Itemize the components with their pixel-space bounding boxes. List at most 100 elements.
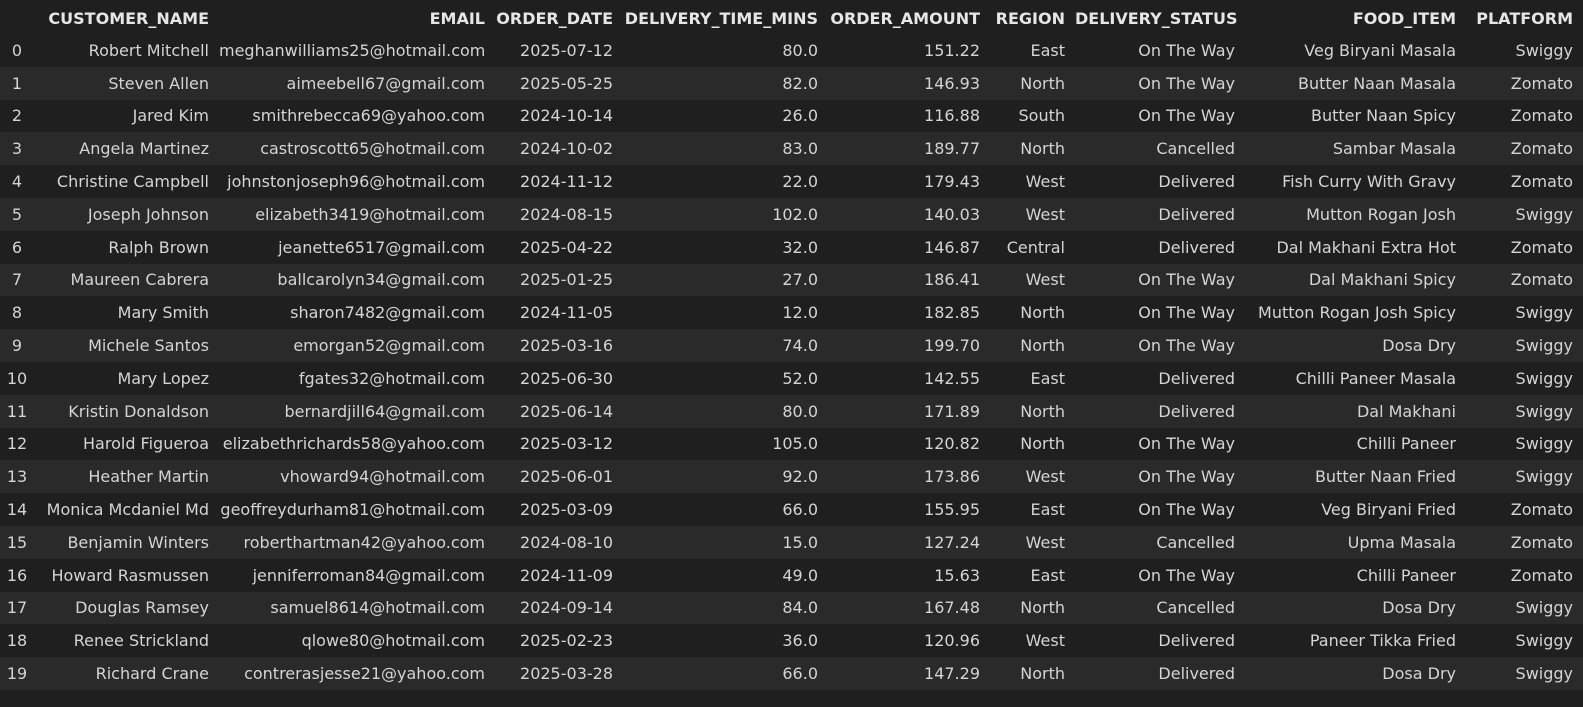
table-row[interactable]: 0 Robert Mitchell meghanwilliams25@hotmail… xyxy=(0,34,1583,67)
table-row[interactable]: 2 Jared Kim smithrebecca69@yahoo.com 2024-1… xyxy=(0,99,1583,133)
table-row[interactable]: 11 Kristin Donaldson bernardjill64@gmail.c… xyxy=(0,394,1583,428)
region-cell: North xyxy=(990,427,1075,461)
table-row[interactable]: 13 Heather Martin vhoward94@hotmail.com 202… xyxy=(0,460,1583,494)
platform-cell: Swiggy xyxy=(1466,361,1583,395)
delivery-time-cell: 92.0 xyxy=(623,460,828,494)
delivery-status-cell: On The Way xyxy=(1075,460,1245,494)
table-row[interactable]: 12 Harold Figueroa elizabethrichards58@yah… xyxy=(0,427,1583,461)
email-cell: fgates32@hotmail.com xyxy=(219,361,495,395)
column-header-order-date[interactable]: ORDER_DATE xyxy=(495,0,623,34)
table-row[interactable]: 1 Steven Allen aimeebell67@gmail.com 2025-0… xyxy=(0,66,1583,100)
row-index: 3 xyxy=(0,132,34,166)
email-cell: geoffreydurham81@hotmail.com xyxy=(219,493,495,526)
table-row[interactable]: 3 Angela Martinez castroscott65@hotmail.co… xyxy=(0,132,1583,166)
table-row[interactable]: 4 Christine Campbell johnstonjoseph96@hotm… xyxy=(0,165,1583,198)
order-amount-cell: 147.29 xyxy=(828,657,990,690)
table-row[interactable]: 14 Monica Mcdaniel Md geoffreydurham81@hot… xyxy=(0,493,1583,526)
table-row[interactable]: 18 Renee Strickland qlowe80@hotmail.com 202… xyxy=(0,624,1583,658)
order-amount-cell: 189.77 xyxy=(828,132,990,166)
email-cell: johnstonjoseph96@hotmail.com xyxy=(219,165,495,198)
column-header-order-amount[interactable]: ORDER_AMOUNT xyxy=(828,0,990,34)
order-amount-cell: 140.03 xyxy=(828,197,990,231)
table-row[interactable]: 8 Mary Smith sharon7482@gmail.com 2024-11-0… xyxy=(0,296,1583,330)
customer-name-cell: Joseph Johnson xyxy=(34,197,219,231)
order-date-cell: 2025-06-01 xyxy=(495,460,623,494)
region-cell: South xyxy=(990,99,1075,133)
region-cell: East xyxy=(990,361,1075,395)
region-cell: East xyxy=(990,558,1075,592)
column-header-platform[interactable]: PLATFORM xyxy=(1466,0,1583,34)
column-header-customer-name[interactable]: CUSTOMER_NAME xyxy=(34,0,219,34)
customer-name-cell: Richard Crane xyxy=(34,657,219,690)
header-row: CUSTOMER_NAME EMAIL ORDER_DATE DELIVERY_… xyxy=(0,0,1583,34)
table-row[interactable]: 19 Richard Crane contrerasjesse21@yahoo.co… xyxy=(0,657,1583,690)
delivery-status-cell: On The Way xyxy=(1075,296,1245,330)
column-header-food-item[interactable]: FOOD_ITEM xyxy=(1245,0,1466,34)
platform-cell: Zomato xyxy=(1466,525,1583,559)
email-cell: smithrebecca69@yahoo.com xyxy=(219,99,495,133)
row-index: 9 xyxy=(0,329,34,362)
platform-cell: Zomato xyxy=(1466,132,1583,166)
platform-cell: Zomato xyxy=(1466,263,1583,297)
food-item-cell: Butter Naan Masala xyxy=(1245,66,1466,100)
customer-name-cell: Angela Martinez xyxy=(34,132,219,166)
table-row[interactable]: 15 Benjamin Winters roberthartman42@yahoo.… xyxy=(0,525,1583,559)
row-index: 16 xyxy=(0,558,34,592)
row-index: 19 xyxy=(0,657,34,690)
food-item-cell: Veg Biryani Masala xyxy=(1245,34,1466,67)
email-cell: castroscott65@hotmail.com xyxy=(219,132,495,166)
delivery-time-cell: 83.0 xyxy=(623,132,828,166)
table-row[interactable]: 10 Mary Lopez fgates32@hotmail.com 2025-06-… xyxy=(0,361,1583,395)
row-index: 15 xyxy=(0,525,34,559)
region-cell: West xyxy=(990,525,1075,559)
table-row[interactable]: 6 Ralph Brown jeanette6517@gmail.com 2025-0… xyxy=(0,230,1583,264)
column-header-email[interactable]: EMAIL xyxy=(219,0,495,34)
order-date-cell: 2025-05-25 xyxy=(495,66,623,100)
platform-cell: Zomato xyxy=(1466,230,1583,264)
order-amount-cell: 116.88 xyxy=(828,99,990,133)
food-item-cell: Dosa Dry xyxy=(1245,329,1466,362)
email-cell: emorgan52@gmail.com xyxy=(219,329,495,362)
table-row[interactable]: 7 Maureen Cabrera ballcarolyn34@gmail.com 2… xyxy=(0,263,1583,297)
customer-name-cell: Mary Lopez xyxy=(34,361,219,395)
column-header-region[interactable]: REGION xyxy=(990,0,1075,34)
delivery-time-cell: 15.0 xyxy=(623,525,828,559)
order-amount-cell: 120.82 xyxy=(828,427,990,461)
column-header-delivery-status[interactable]: DELIVERY_STATUS xyxy=(1075,0,1245,34)
food-item-cell: Chilli Paneer xyxy=(1245,558,1466,592)
column-header-delivery-time-mins[interactable]: DELIVERY_TIME_MINS xyxy=(623,0,828,34)
email-cell: elizabeth3419@hotmail.com xyxy=(219,197,495,231)
email-cell: roberthartman42@yahoo.com xyxy=(219,525,495,559)
order-amount-cell: 120.96 xyxy=(828,624,990,658)
table-row[interactable]: 16 Howard Rasmussen jenniferroman84@gmail.… xyxy=(0,558,1583,592)
platform-cell: Zomato xyxy=(1466,66,1583,100)
delivery-status-cell: Delivered xyxy=(1075,657,1245,690)
region-cell: East xyxy=(990,34,1075,67)
delivery-time-cell: 22.0 xyxy=(623,165,828,198)
order-amount-cell: 151.22 xyxy=(828,34,990,67)
table-row[interactable]: 5 Joseph Johnson elizabeth3419@hotmail.com… xyxy=(0,197,1583,231)
order-amount-cell: 146.93 xyxy=(828,66,990,100)
region-cell: North xyxy=(990,394,1075,428)
order-amount-cell: 155.95 xyxy=(828,493,990,526)
region-cell: East xyxy=(990,493,1075,526)
delivery-time-cell: 80.0 xyxy=(623,394,828,428)
food-item-cell: Veg Biryani Fried xyxy=(1245,493,1466,526)
table-row[interactable]: 17 Douglas Ramsey samuel8614@hotmail.com 20… xyxy=(0,591,1583,625)
email-cell: qlowe80@hotmail.com xyxy=(219,624,495,658)
row-index: 14 xyxy=(0,493,34,526)
row-index: 5 xyxy=(0,197,34,231)
customer-name-cell: Heather Martin xyxy=(34,460,219,494)
row-index: 8 xyxy=(0,296,34,330)
delivery-time-cell: 102.0 xyxy=(623,197,828,231)
delivery-time-cell: 26.0 xyxy=(623,99,828,133)
delivery-time-cell: 49.0 xyxy=(623,558,828,592)
platform-cell: Swiggy xyxy=(1466,296,1583,330)
table-row[interactable]: 9 Michele Santos emorgan52@gmail.com 2025-0… xyxy=(0,329,1583,362)
customer-name-cell: Michele Santos xyxy=(34,329,219,362)
order-date-cell: 2024-11-09 xyxy=(495,558,623,592)
delivery-time-cell: 52.0 xyxy=(623,361,828,395)
row-index: 7 xyxy=(0,263,34,297)
email-cell: bernardjill64@gmail.com xyxy=(219,394,495,428)
